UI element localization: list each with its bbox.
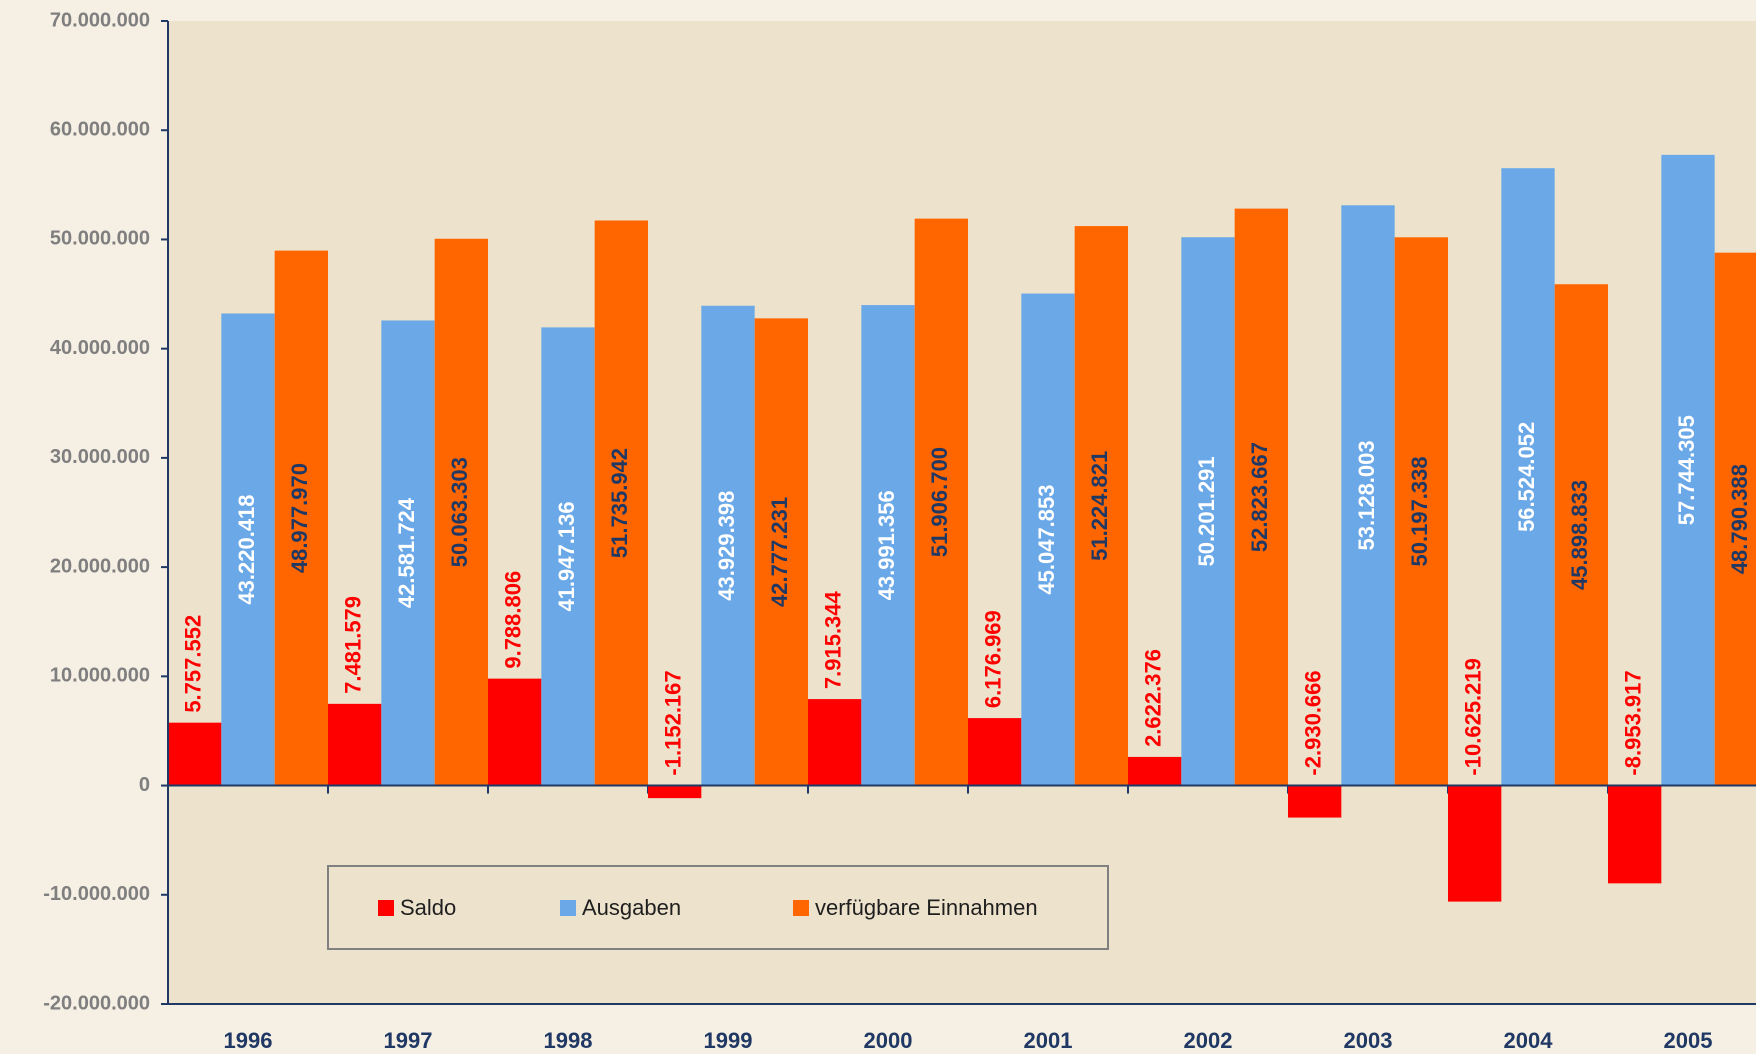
value-label: 43.991.356	[874, 490, 899, 600]
value-label: -2.930.666	[1300, 670, 1325, 775]
bar	[1288, 785, 1342, 818]
value-label: 5.757.552	[180, 615, 205, 713]
bar	[1714, 252, 1756, 786]
bar	[861, 305, 915, 786]
value-label: 43.929.398	[714, 491, 739, 601]
y-tick-label: 30.000.000	[50, 446, 150, 468]
bar	[434, 238, 488, 786]
bar	[1608, 785, 1662, 884]
bar	[968, 718, 1022, 786]
x-tick-label: 2000	[864, 1028, 913, 1053]
value-label: 50.197.338	[1407, 456, 1432, 566]
legend-marker	[378, 900, 394, 916]
value-label: 6.176.969	[980, 610, 1005, 708]
y-tick-label: 0	[139, 774, 150, 796]
bar	[1021, 293, 1075, 786]
bar	[914, 218, 968, 786]
bar	[808, 699, 862, 786]
y-tick-label: 20.000.000	[50, 555, 150, 577]
bar	[754, 318, 808, 786]
x-tick-label: 1998	[544, 1028, 593, 1053]
value-label: 45.898.833	[1567, 480, 1592, 590]
legend-box	[327, 865, 1109, 950]
bar	[648, 785, 702, 799]
bar	[1501, 168, 1555, 786]
x-tick-label: 2002	[1184, 1028, 1233, 1053]
bar	[1128, 756, 1182, 786]
bar	[488, 678, 542, 786]
legend-marker	[793, 900, 809, 916]
y-tick-label: 50.000.000	[50, 228, 150, 250]
x-tick-label: 1997	[384, 1028, 433, 1053]
value-label: 41.947.136	[554, 501, 579, 611]
x-tick-label: 1999	[704, 1028, 753, 1053]
value-label: 9.788.806	[500, 571, 525, 669]
bar	[168, 722, 222, 786]
value-label: 51.224.821	[1087, 451, 1112, 561]
y-tick-label: -20.000.000	[43, 992, 150, 1014]
bar	[1181, 237, 1235, 786]
legend-label: Ausgaben	[582, 895, 681, 920]
value-label: -10.625.219	[1460, 658, 1485, 775]
x-tick-label: 1996	[224, 1028, 273, 1053]
bar	[541, 327, 595, 786]
value-label: 42.777.231	[767, 497, 792, 607]
legend-label: Saldo	[400, 895, 456, 920]
value-label: 53.128.003	[1354, 440, 1379, 550]
value-label: 52.823.667	[1247, 442, 1272, 552]
bar	[274, 250, 328, 786]
x-tick-label: 2004	[1504, 1028, 1554, 1053]
bar	[1661, 154, 1715, 786]
bar	[1394, 237, 1448, 786]
x-tick-label: 2001	[1024, 1028, 1073, 1053]
legend-label: verfügbare Einnahmen	[815, 895, 1038, 920]
bar	[701, 305, 755, 786]
x-tick-label: 2005	[1664, 1028, 1713, 1053]
value-label: 7.915.344	[820, 590, 845, 689]
bar	[1234, 208, 1288, 786]
y-tick-label: 70.000.000	[50, 9, 150, 31]
value-label: -8.953.917	[1620, 670, 1645, 775]
value-label: -1.152.167	[660, 670, 685, 775]
bar	[1074, 226, 1128, 786]
value-label: 48.977.970	[287, 463, 312, 573]
value-label: 42.581.724	[394, 497, 419, 608]
x-tick-label: 2003	[1344, 1028, 1393, 1053]
y-tick-label: -10.000.000	[43, 883, 150, 905]
legend-marker	[560, 900, 576, 916]
bar	[594, 220, 648, 786]
y-tick-label: 40.000.000	[50, 337, 150, 359]
value-label: 57.744.305	[1674, 415, 1699, 525]
value-label: 56.524.052	[1514, 422, 1539, 532]
value-label: 50.201.291	[1194, 456, 1219, 566]
bar	[1341, 205, 1395, 786]
value-label: 48.790.388	[1727, 464, 1752, 574]
value-label: 51.906.700	[927, 447, 952, 557]
bar	[1448, 785, 1502, 902]
y-tick-label: 10.000.000	[50, 665, 150, 687]
value-label: 51.735.942	[607, 448, 632, 558]
bar	[221, 313, 275, 786]
y-tick-label: 60.000.000	[50, 119, 150, 141]
bar	[1554, 284, 1608, 786]
value-label: 45.047.853	[1034, 484, 1059, 594]
value-label: 50.063.303	[447, 457, 472, 567]
value-label: 2.622.376	[1140, 649, 1165, 747]
value-label: 43.220.418	[234, 494, 259, 604]
bar	[381, 320, 435, 786]
value-label: 7.481.579	[340, 596, 365, 694]
bar	[328, 703, 382, 786]
